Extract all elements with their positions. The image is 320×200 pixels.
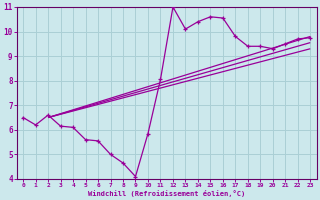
X-axis label: Windchill (Refroidissement éolien,°C): Windchill (Refroidissement éolien,°C): [88, 190, 245, 197]
